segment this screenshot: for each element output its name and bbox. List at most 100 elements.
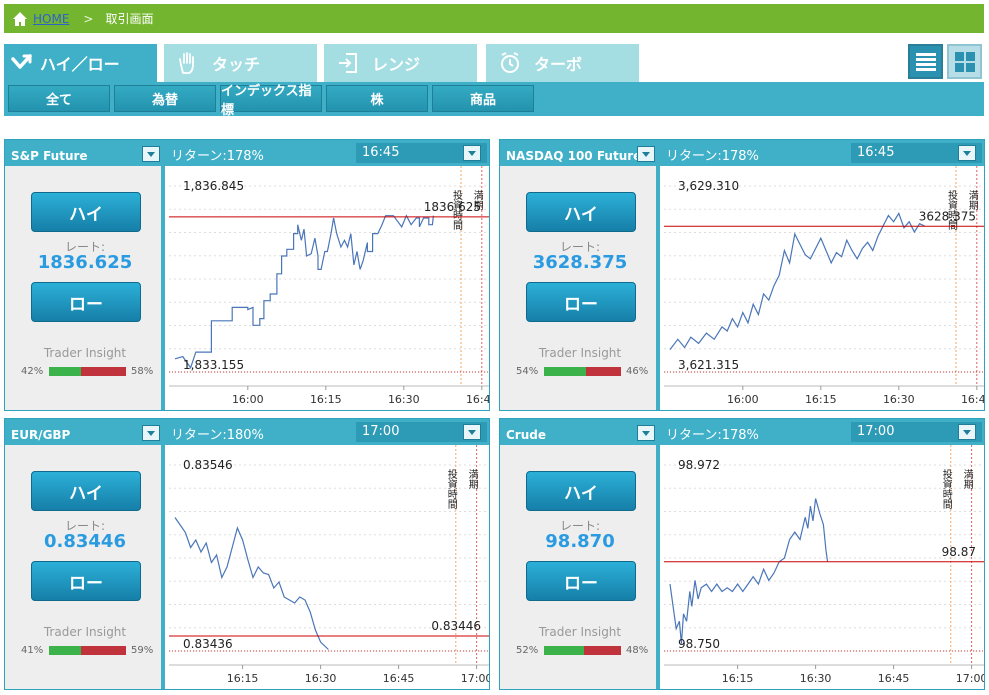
x-tick-label: 16:15 bbox=[722, 672, 754, 685]
expiry-time-select[interactable]: 17:00 bbox=[356, 422, 487, 442]
x-tick-label: 16:15 bbox=[805, 393, 837, 406]
insight-high-fill bbox=[544, 367, 586, 376]
expiry-dropdown-chevron-icon[interactable] bbox=[463, 145, 481, 161]
insight-bar bbox=[49, 646, 126, 655]
price-line bbox=[174, 214, 434, 370]
trade-controls: ハイ レート: 0.83446 ロー Trader Insight 41% 59… bbox=[5, 445, 165, 689]
low-button[interactable]: ロー bbox=[526, 282, 636, 322]
price-line bbox=[669, 212, 926, 350]
trade-panel-nasdaq: NASDAQ 100 Future リターン:178% 16:45 ハイ レート… bbox=[499, 139, 985, 411]
high-button[interactable]: ハイ bbox=[31, 471, 141, 511]
category-stock-button[interactable]: 株 bbox=[326, 85, 428, 112]
x-tick-label: 16:00 bbox=[232, 393, 264, 406]
return-header: リターン:178% 16:45 bbox=[660, 140, 984, 166]
tab-label: タッチ bbox=[212, 55, 261, 74]
high-button[interactable]: ハイ bbox=[526, 471, 636, 511]
x-tick-label: 16:45 bbox=[383, 672, 415, 685]
rate-label: レート: bbox=[64, 519, 106, 533]
current-rate-label: 0.83446 bbox=[431, 619, 481, 633]
alarm-clock-icon bbox=[501, 52, 519, 73]
insight-high-percent: 54% bbox=[516, 366, 539, 377]
price-line bbox=[669, 498, 829, 644]
product-tabs: ハイ／ロー タッチ レンジ ターボ bbox=[4, 44, 984, 82]
x-tick-label: 16:00 bbox=[727, 393, 759, 406]
invest-time-label: 投資時間 bbox=[445, 468, 457, 510]
asset-name: S&P Future bbox=[11, 149, 88, 163]
high-button[interactable]: ハイ bbox=[31, 192, 141, 232]
low-button[interactable]: ロー bbox=[31, 282, 141, 322]
return-rate: リターン:180% bbox=[171, 428, 264, 443]
asset-header: NASDAQ 100 Future bbox=[500, 140, 660, 166]
expiry-time-select[interactable]: 16:45 bbox=[356, 143, 487, 163]
x-tick-label: 17:00 bbox=[461, 672, 489, 685]
expiry-time-value: 16:45 bbox=[362, 145, 400, 160]
trade-panel-sp-future: S&P Future リターン:178% 16:45 ハイ レート: 1836.… bbox=[4, 139, 490, 411]
y-min-label: 0.83436 bbox=[183, 637, 233, 651]
hand-icon bbox=[179, 52, 194, 74]
invest-time-label: 投資時間 bbox=[940, 468, 952, 510]
asset-dropdown-chevron-icon[interactable] bbox=[637, 425, 655, 441]
rate-label: レート: bbox=[559, 519, 601, 533]
x-tick-label: 16:30 bbox=[800, 672, 832, 685]
expiry-label: 満期 bbox=[471, 190, 483, 211]
return-header: リターン:178% 17:00 bbox=[660, 419, 984, 445]
x-tick-label: 16:15 bbox=[310, 393, 342, 406]
category-forex-button[interactable]: 為替 bbox=[114, 85, 216, 112]
y-max-label: 98.972 bbox=[678, 458, 720, 472]
category-all-button[interactable]: 全て bbox=[8, 85, 110, 112]
rate-value: 1836.625 bbox=[37, 252, 133, 273]
grid-view-button[interactable] bbox=[947, 44, 982, 79]
price-chart: 16:15 16:30 16:45 17:00 投資時間 満期 0.83546 0.83436… bbox=[169, 445, 489, 685]
asset-dropdown-chevron-icon[interactable] bbox=[637, 146, 655, 162]
y-min-label: 98.750 bbox=[678, 637, 720, 651]
expiry-dropdown-chevron-icon[interactable] bbox=[958, 145, 976, 161]
insight-high-fill bbox=[49, 367, 82, 376]
rate-label: レート: bbox=[559, 240, 601, 254]
insight-high-percent: 42% bbox=[21, 366, 44, 377]
y-min-label: 3,621.315 bbox=[678, 358, 739, 372]
breadcrumb-current: 取引画面 bbox=[105, 12, 154, 26]
low-button[interactable]: ロー bbox=[526, 561, 636, 601]
expiry-dropdown-chevron-icon[interactable] bbox=[463, 424, 481, 440]
x-tick-label: 16:45 bbox=[466, 393, 489, 406]
y-max-label: 3,629.310 bbox=[678, 179, 739, 193]
expiry-label: 満期 bbox=[466, 469, 478, 490]
category-commodity-button[interactable]: 商品 bbox=[432, 85, 534, 112]
asset-header: Crude bbox=[500, 419, 660, 445]
price-chart: 16:15 16:30 16:45 17:00 投資時間 満期 98.972 98.750 98… bbox=[664, 445, 984, 685]
expiry-dropdown-chevron-icon[interactable] bbox=[958, 424, 976, 440]
grid-view-icon bbox=[954, 51, 975, 72]
breadcrumb-separator: > bbox=[83, 11, 94, 26]
high-button[interactable]: ハイ bbox=[526, 192, 636, 232]
current-rate-label: 98.87 bbox=[942, 545, 976, 559]
tab-label: ハイ／ロー bbox=[40, 55, 120, 74]
trader-insight-label: Trader Insight bbox=[538, 625, 622, 639]
return-rate: リターン:178% bbox=[666, 149, 759, 164]
tab-turbo[interactable]: ターボ bbox=[486, 44, 639, 82]
asset-name: Crude bbox=[506, 428, 546, 442]
tab-high-low[interactable]: ハイ／ロー bbox=[4, 44, 157, 82]
list-view-button[interactable] bbox=[908, 44, 943, 79]
insight-high-percent: 41% bbox=[21, 645, 44, 656]
low-button[interactable]: ロー bbox=[31, 561, 141, 601]
home-link[interactable]: HOME bbox=[33, 11, 70, 26]
expiry-time-select[interactable]: 16:45 bbox=[851, 143, 982, 163]
asset-dropdown-chevron-icon[interactable] bbox=[142, 146, 160, 162]
price-line bbox=[174, 517, 329, 650]
invest-time-label: 投資時間 bbox=[451, 189, 463, 231]
insight-low-percent: 59% bbox=[131, 645, 154, 656]
asset-dropdown-chevron-icon[interactable] bbox=[142, 425, 160, 441]
category-index-button[interactable]: インデックス指標 bbox=[220, 84, 322, 118]
trader-insight-label: Trader Insight bbox=[43, 346, 127, 360]
x-tick-label: 16:15 bbox=[227, 672, 259, 685]
trade-panel-eur-gbp: EUR/GBP リターン:180% 17:00 ハイ レート: 0.83446 … bbox=[4, 418, 490, 690]
tab-range[interactable]: レンジ bbox=[324, 44, 477, 82]
tab-touch[interactable]: タッチ bbox=[164, 44, 317, 82]
rate-value: 3628.375 bbox=[532, 252, 628, 273]
expiry-time-select[interactable]: 17:00 bbox=[851, 422, 982, 442]
high-low-icon bbox=[11, 54, 32, 69]
trade-controls: ハイ レート: 98.870 ロー Trader Insight 52% 48% bbox=[500, 445, 660, 689]
expiry-time-value: 17:00 bbox=[857, 424, 895, 439]
insight-low-percent: 46% bbox=[626, 366, 649, 377]
